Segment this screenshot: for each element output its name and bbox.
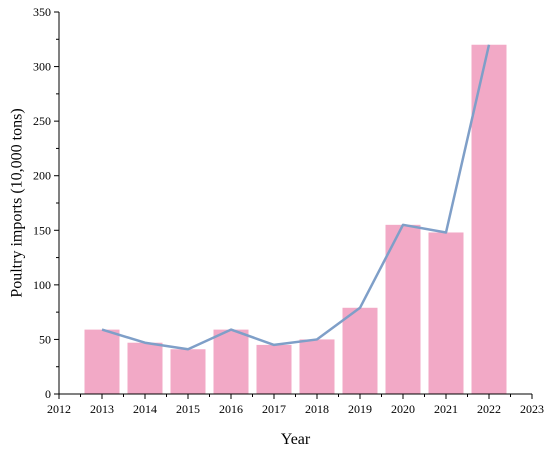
axes-group xyxy=(54,11,533,399)
bar-2015 xyxy=(170,349,206,394)
y-tick-label-350: 350 xyxy=(33,5,51,19)
bars-group xyxy=(84,44,507,394)
y-tick-label-0: 0 xyxy=(45,387,51,401)
x-tick-label-2021: 2021 xyxy=(434,402,458,416)
bar-2017 xyxy=(256,344,292,394)
bar-2014 xyxy=(127,342,163,394)
tick-labels-group: 0 50 100 150 200 250 300 350 2012 2013 2014 2015 201… xyxy=(33,5,544,416)
line-layer xyxy=(101,44,491,351)
x-tick-label-2015: 2015 xyxy=(176,402,200,416)
bar-2021 xyxy=(428,232,464,394)
x-tick-label-2013: 2013 xyxy=(90,402,114,416)
x-tick-label-2012: 2012 xyxy=(47,402,71,416)
y-tick-label-150: 150 xyxy=(33,223,51,237)
y-tick-label-250: 250 xyxy=(33,114,51,128)
bar-2022 xyxy=(471,44,507,394)
trend-line xyxy=(101,44,491,351)
y-tick-label-50: 50 xyxy=(39,332,51,346)
x-tick-label-2014: 2014 xyxy=(133,402,157,416)
bar-2020 xyxy=(385,224,421,394)
bar-2013 xyxy=(84,329,120,394)
x-tick-label-2019: 2019 xyxy=(348,402,372,416)
x-tick-label-2017: 2017 xyxy=(262,402,286,416)
x-tick-label-2022: 2022 xyxy=(477,402,501,416)
y-tick-label-200: 200 xyxy=(33,169,51,183)
x-axis-title: Year xyxy=(281,431,311,448)
bar-2019 xyxy=(342,307,378,394)
x-tick-label-2020: 2020 xyxy=(391,402,415,416)
bar-2018 xyxy=(299,339,335,394)
y-tick-label-100: 100 xyxy=(33,278,51,292)
x-tick-label-2018: 2018 xyxy=(305,402,329,416)
y-axis-title: Poultry imports (10,000 tons) xyxy=(9,108,26,297)
x-tick-label-2023: 2023 xyxy=(520,402,544,416)
y-tick-label-300: 300 xyxy=(33,60,51,74)
x-tick-label-2016: 2016 xyxy=(219,402,243,416)
bar-2016 xyxy=(213,329,249,394)
